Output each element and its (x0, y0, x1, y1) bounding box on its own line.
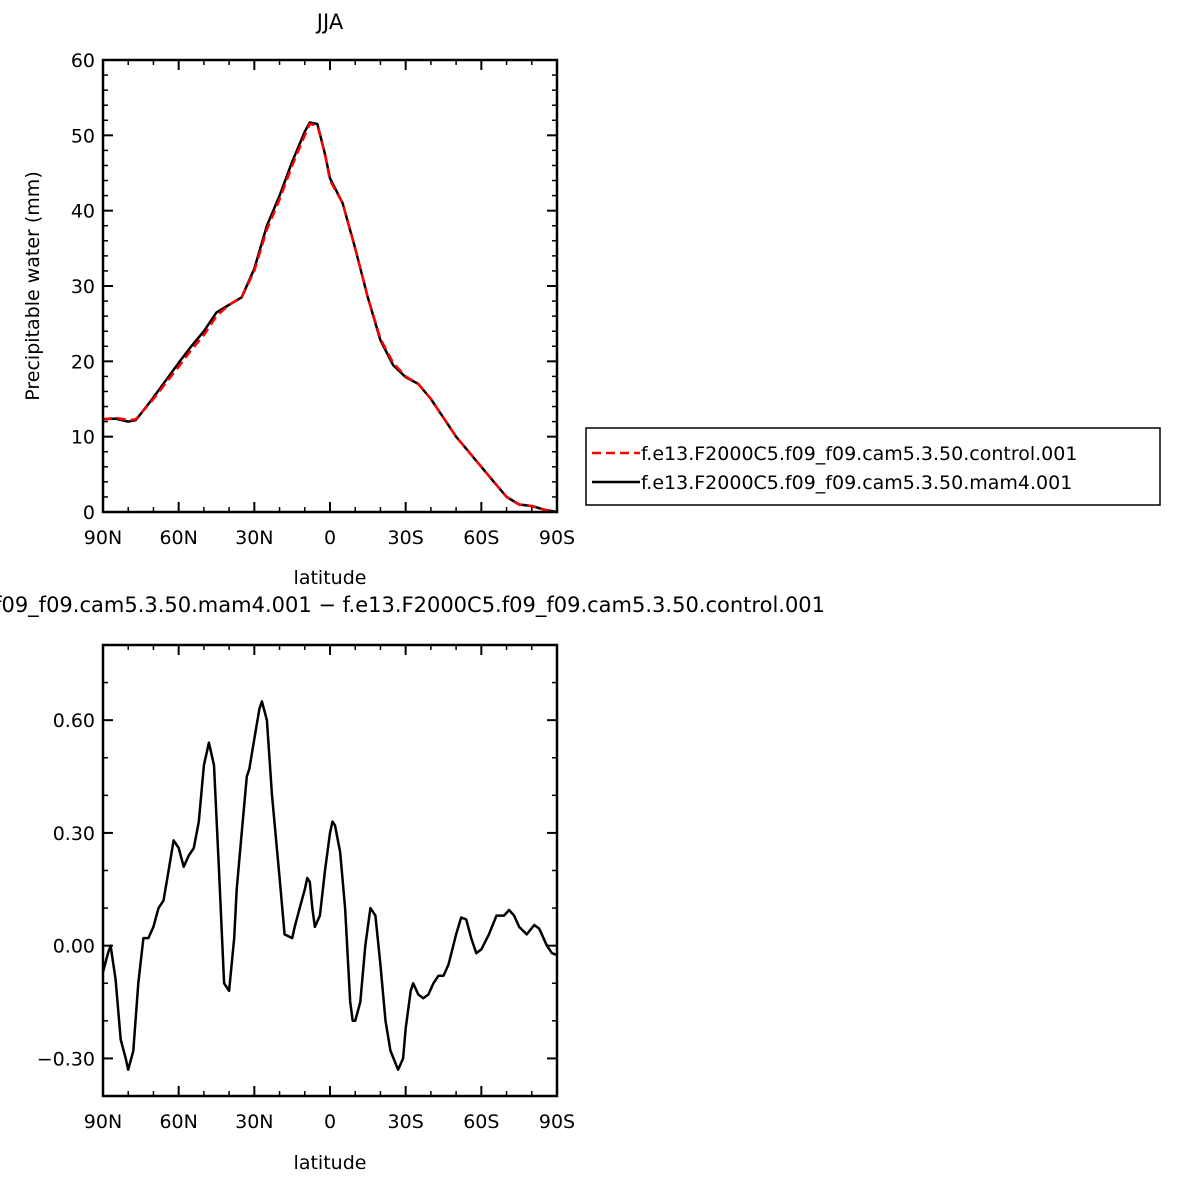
panel1-x-axis-label: latitude (294, 567, 367, 589)
y-tick-label: 0.60 (53, 710, 95, 732)
x-tick-label: 0 (324, 1111, 336, 1133)
y-tick-label: 0.30 (53, 823, 95, 845)
panel2-plot-frame (101, 643, 559, 1098)
legend-label-control: f.e13.F2000C5.f09_f09.cam5.3.50.control.… (641, 443, 1077, 465)
panel1-title: JJA (315, 10, 344, 34)
x-tick-label: 30N (235, 1111, 273, 1133)
x-tick-label: 60S (463, 1111, 499, 1133)
x-tick-label: 60N (159, 527, 197, 549)
y-tick-label: 50 (71, 125, 95, 147)
y-tick-label: 60 (71, 50, 95, 72)
panel2-title: f.e13.F2000C5.f09_f09.cam5.3.50.mam4.001… (0, 593, 825, 618)
panel2-x-axis-label: latitude (294, 1152, 367, 1174)
series-line-0 (101, 700, 558, 1071)
x-tick-label: 60S (463, 527, 499, 549)
series-line-1 (102, 122, 558, 514)
x-tick-label: 30S (388, 1111, 424, 1133)
x-tick-label: 0 (324, 527, 336, 549)
y-tick-label: −0.30 (37, 1048, 95, 1070)
x-tick-label: 90N (84, 1111, 122, 1133)
series-line-0 (102, 121, 558, 514)
legend: f.e13.F2000C5.f09_f09.cam5.3.50.control.… (585, 427, 1161, 506)
x-tick-label: 30S (388, 527, 424, 549)
panel1-plot-frame (101, 58, 559, 514)
x-tick-label: 30N (235, 527, 273, 549)
x-tick-label: 60N (159, 1111, 197, 1133)
x-tick-label: 90N (84, 527, 122, 549)
y-tick-label: 40 (71, 201, 95, 223)
precip-water-panel: JJA Precipitable water (mm) latitude 90N… (22, 10, 1161, 589)
x-tick-label: 90S (539, 527, 575, 549)
y-tick-label: 0.00 (53, 936, 95, 958)
y-tick-label: 20 (71, 351, 95, 373)
x-tick-label: 90S (539, 1111, 575, 1133)
difference-panel: f.e13.F2000C5.f09_f09.cam5.3.50.mam4.001… (0, 593, 825, 1174)
legend-box (585, 427, 1161, 506)
legend-label-mam4: f.e13.F2000C5.f09_f09.cam5.3.50.mam4.001 (641, 472, 1072, 494)
y-tick-label: 10 (71, 427, 95, 449)
y-tick-label: 30 (71, 276, 95, 298)
y-tick-label: 0 (83, 502, 95, 524)
panel1-y-axis-label: Precipitable water (mm) (22, 171, 44, 400)
